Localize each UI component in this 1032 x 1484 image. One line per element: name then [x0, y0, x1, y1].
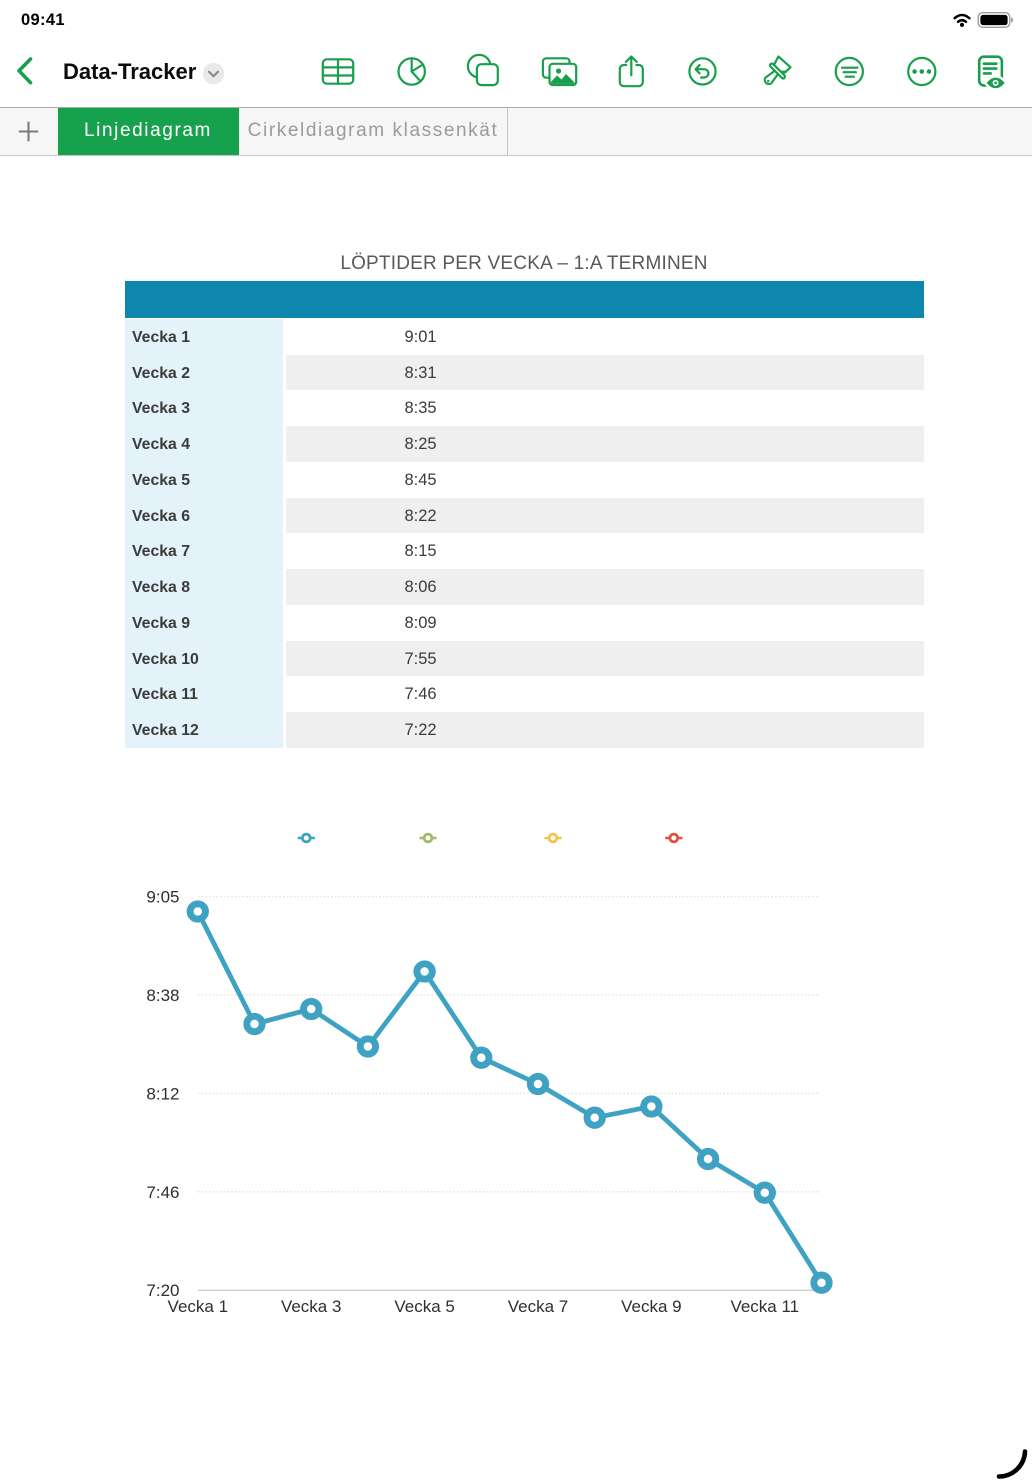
svg-text:Vecka 5: Vecka 5 — [394, 1297, 455, 1316]
svg-text:Vecka 1: Vecka 1 — [168, 1297, 229, 1316]
svg-text:9:05: 9:05 — [146, 888, 179, 907]
svg-text:8:38: 8:38 — [146, 986, 179, 1005]
svg-text:7:20: 7:20 — [146, 1281, 179, 1300]
svg-text:Vecka 9: Vecka 9 — [621, 1297, 682, 1316]
svg-text:7:46: 7:46 — [146, 1183, 179, 1202]
svg-text:Vecka 3: Vecka 3 — [281, 1297, 342, 1316]
svg-text:8:12: 8:12 — [146, 1084, 179, 1103]
svg-text:Vecka 7: Vecka 7 — [508, 1297, 569, 1316]
svg-text:Vecka 11: Vecka 11 — [730, 1297, 799, 1316]
